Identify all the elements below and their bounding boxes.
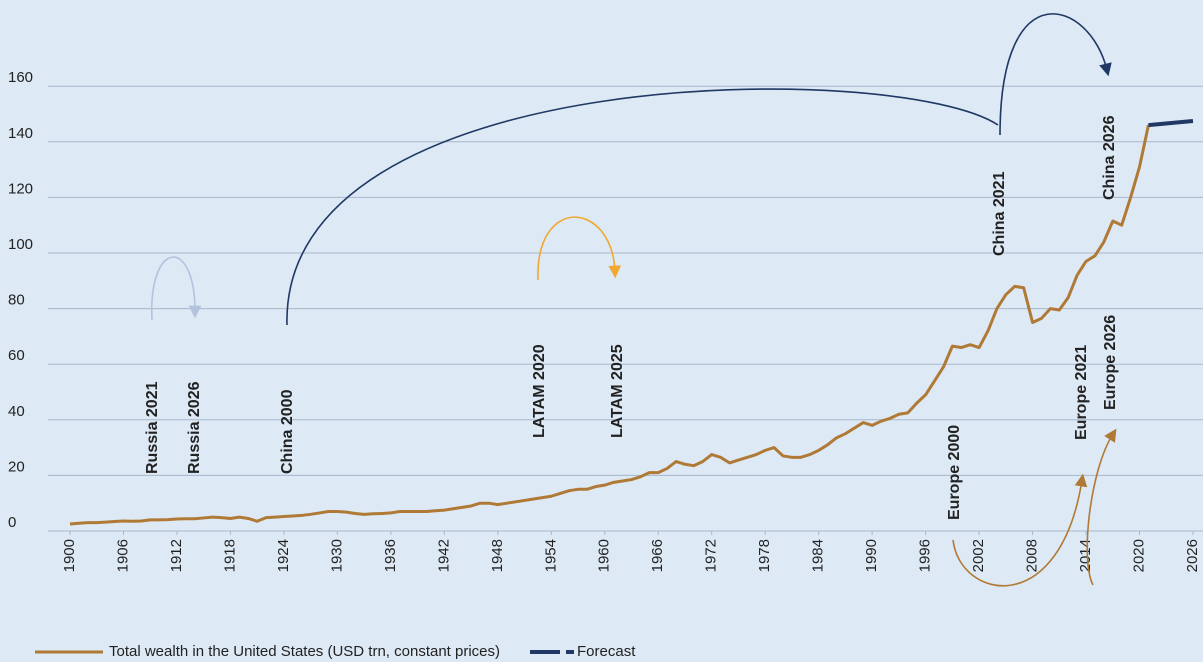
x-tick-label: 1906 bbox=[114, 539, 131, 572]
x-tick-label: 1966 bbox=[649, 539, 666, 572]
x-tick-label: 1930 bbox=[328, 539, 345, 572]
annotation: China 2021 bbox=[991, 171, 1008, 256]
x-tick-label: 1978 bbox=[756, 539, 773, 572]
y-tick-label: 100 bbox=[8, 236, 33, 253]
arrow bbox=[999, 13, 1112, 136]
arrow bbox=[537, 216, 622, 281]
grid: 0 20 40 60 80 100 120 140 160 1900 1906 1912 1918 192… bbox=[8, 69, 1203, 572]
y-tick-label: 40 bbox=[8, 403, 25, 420]
x-tick-label: 1936 bbox=[382, 539, 399, 572]
x-tick-label: 2008 bbox=[1024, 539, 1041, 572]
x-tick-label: 1960 bbox=[596, 539, 613, 572]
x-tick-label: 1900 bbox=[61, 539, 78, 572]
x-tick-label: 1990 bbox=[863, 539, 880, 572]
x-tick-label: 1996 bbox=[917, 539, 934, 572]
x-tick-label: 1924 bbox=[275, 539, 292, 572]
annotation: China 2026 bbox=[1101, 115, 1118, 200]
y-tick-label: 0 bbox=[8, 514, 16, 531]
arrows bbox=[151, 13, 1117, 587]
x-tick-label: 1912 bbox=[168, 539, 185, 572]
x-tick-label: 1948 bbox=[489, 539, 506, 572]
x-tick-label: 1942 bbox=[435, 539, 452, 572]
legend-label: Forecast bbox=[577, 643, 636, 660]
arrow bbox=[286, 88, 999, 326]
y-tick-label: 60 bbox=[8, 347, 25, 364]
x-tick-label: 1918 bbox=[221, 539, 238, 572]
line bbox=[69, 124, 1150, 526]
legend: Total wealth in the United States (USD t… bbox=[35, 643, 636, 660]
line bbox=[1148, 118, 1194, 128]
arrow bbox=[151, 256, 202, 321]
y-tick-label: 20 bbox=[8, 458, 25, 475]
annotation: LATAM 2025 bbox=[609, 344, 626, 438]
x-tick-label: 1972 bbox=[703, 539, 720, 572]
x-tick-label: 1954 bbox=[542, 539, 559, 572]
annotation: Russia 2026 bbox=[186, 381, 203, 474]
arrow bbox=[1086, 428, 1117, 586]
annotation: Europe 2021 bbox=[1073, 345, 1090, 440]
x-tick-label: 2002 bbox=[970, 539, 987, 572]
annotation: China 2000 bbox=[279, 389, 296, 474]
y-tick-label: 80 bbox=[8, 292, 25, 309]
annotations: Russia 2021 Russia 2026 China 2000 LATAM 20… bbox=[144, 115, 1119, 520]
x-tick-label: 2014 bbox=[1077, 539, 1094, 572]
legend-label: Total wealth in the United States (USD t… bbox=[109, 643, 500, 660]
annotation: Russia 2021 bbox=[144, 381, 161, 474]
y-tick-label: 140 bbox=[8, 125, 33, 142]
annotation: Europe 2000 bbox=[946, 425, 963, 520]
x-tick-label: 2020 bbox=[1130, 539, 1147, 572]
y-tick-label: 120 bbox=[8, 180, 33, 197]
x-tick-label: 1984 bbox=[810, 539, 827, 572]
plot bbox=[69, 118, 1194, 526]
y-tick-label: 160 bbox=[8, 69, 33, 86]
x-tick-label: 2026 bbox=[1184, 539, 1201, 572]
annotation: Europe 2026 bbox=[1102, 315, 1119, 410]
arrow bbox=[952, 473, 1088, 587]
annotation: LATAM 2020 bbox=[531, 344, 548, 438]
